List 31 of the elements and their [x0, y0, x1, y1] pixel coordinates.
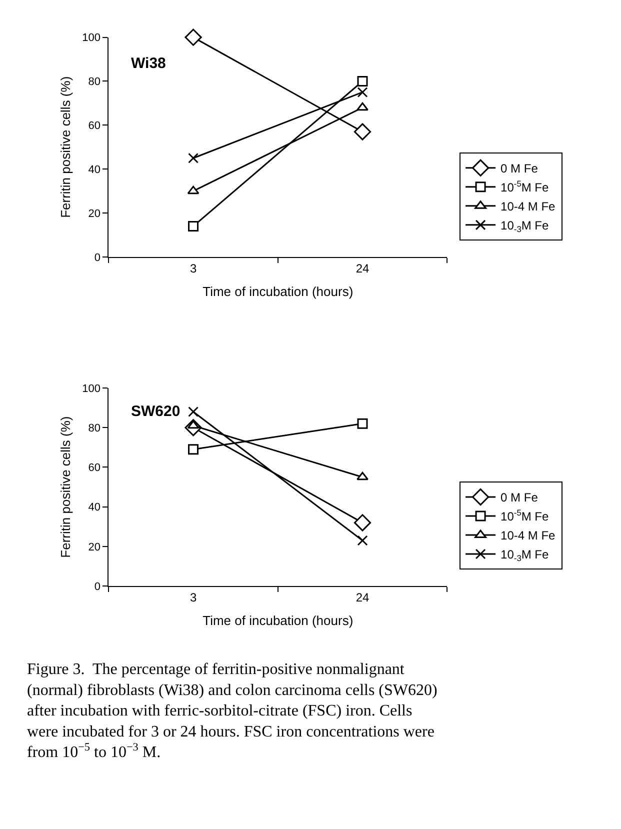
y-tick-label: 60	[88, 120, 100, 132]
y-tick-label: 0	[94, 252, 100, 264]
legend-label: 10$_{-3}$M Fe	[500, 218, 550, 234]
y-axis-title: Ferritin positive cells (%)	[58, 76, 74, 218]
x-tick-label: 3	[190, 590, 197, 605]
x-tick-label: 24	[356, 261, 370, 276]
legend-label: 10$^{-5}$M Fe	[500, 178, 550, 195]
y-tick-label: 60	[88, 462, 100, 474]
text: Wi38	[131, 55, 166, 72]
y-axis-title: Ferritin positive cells (%)	[58, 416, 74, 558]
text: Figure 3. The percentage of ferritin-positive nonmalignant (normal) fibroblasts (Wi38) and colon carcinoma cells (SW620) after incubation with ferric-sorbitol-citrate (FSC) iron. Cells were incubated for 3 or 24 hours. FSC iron concentrations were from 10$^{−5}$ to 10$^{−3}$ M.	[27, 661, 438, 762]
text: SW620	[131, 403, 180, 420]
x-axis-title: Time of incubation (hours)	[202, 613, 354, 628]
legend-label: 0 M Fe	[500, 490, 538, 505]
y-tick-label: 100	[82, 382, 100, 395]
y-tick-label: 80	[88, 76, 100, 88]
legend-label: 10-4 M Fe	[500, 528, 556, 543]
x-tick-label: 3	[190, 261, 197, 276]
y-tick-label: 40	[88, 502, 100, 514]
x-axis-title: Time of incubation (hours)	[202, 284, 354, 299]
y-tick-label: 100	[82, 32, 100, 44]
x-tick-label: 24	[356, 590, 370, 605]
legend-label: 0 M Fe	[500, 162, 538, 176]
y-tick-label: 80	[88, 422, 100, 434]
y-tick-label: 40	[88, 164, 100, 176]
legend-label: 10$_{-3}$M Fe	[500, 548, 550, 564]
legend-label: 10-4 M Fe	[500, 200, 556, 214]
legend-label: 10$^{-5}$M Fe	[500, 508, 550, 524]
y-tick-label: 0	[94, 580, 100, 593]
y-tick-label: 20	[88, 208, 100, 220]
y-tick-label: 20	[88, 541, 100, 554]
